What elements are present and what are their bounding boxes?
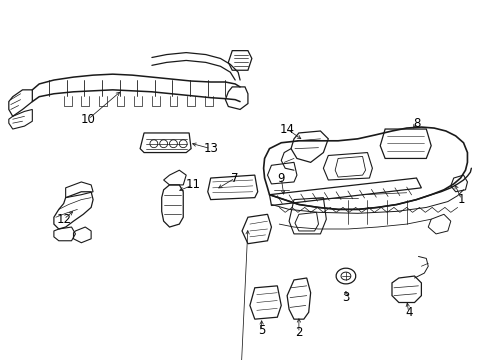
Text: 3: 3 (342, 291, 349, 304)
Text: 13: 13 (203, 142, 218, 155)
Text: 5: 5 (258, 324, 265, 337)
Text: 14: 14 (279, 122, 294, 136)
Text: 8: 8 (412, 117, 419, 130)
Text: 1: 1 (457, 193, 465, 206)
Text: 2: 2 (295, 327, 302, 339)
Text: 9: 9 (277, 172, 285, 185)
Text: 4: 4 (404, 306, 411, 319)
Text: 10: 10 (81, 113, 96, 126)
Text: 11: 11 (185, 179, 200, 192)
Text: 12: 12 (56, 213, 71, 226)
Text: 7: 7 (231, 172, 239, 185)
